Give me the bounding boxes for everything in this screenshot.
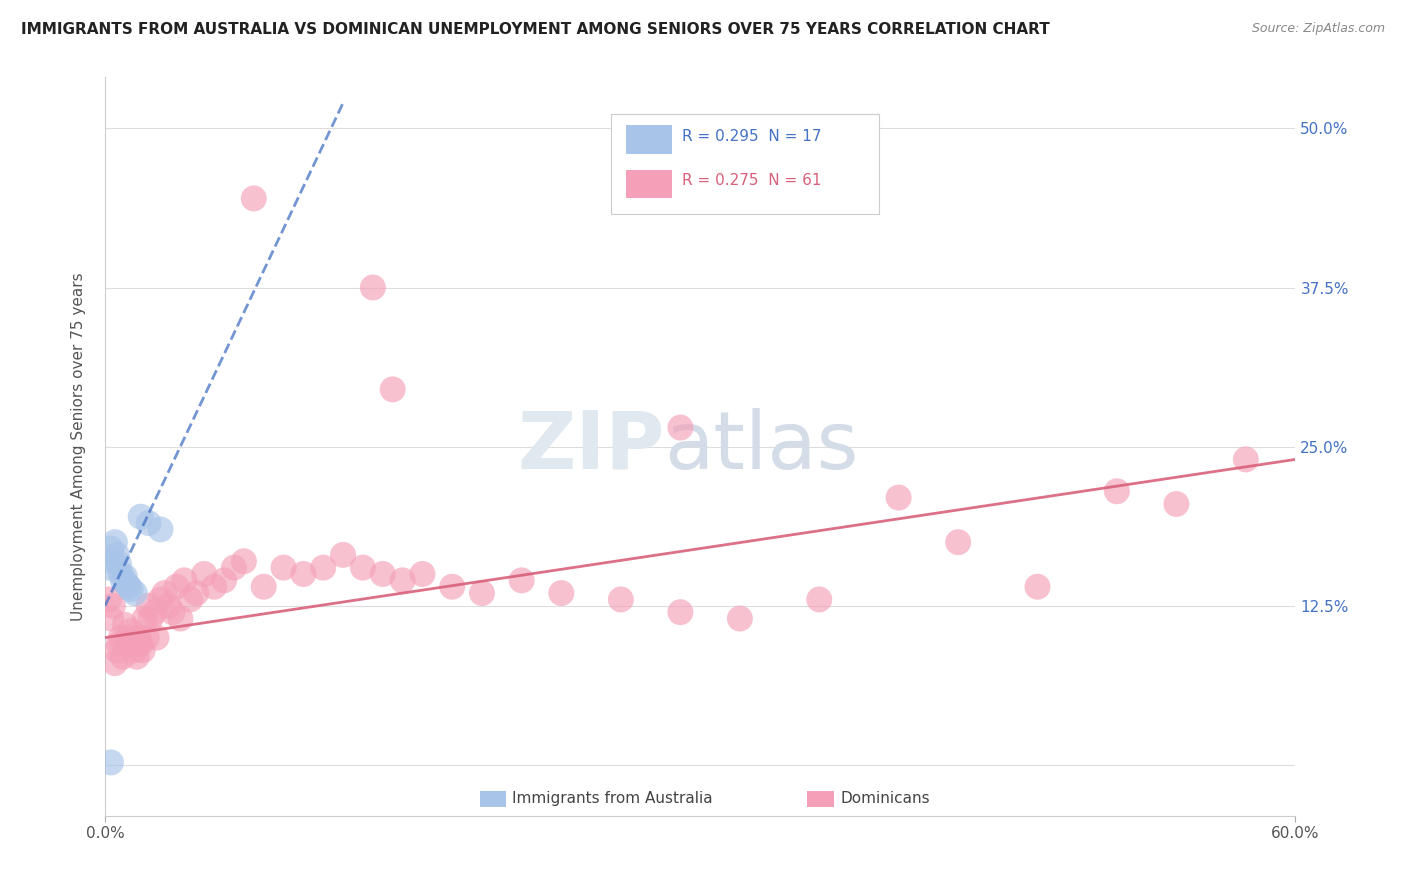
- Text: IMMIGRANTS FROM AUSTRALIA VS DOMINICAN UNEMPLOYMENT AMONG SENIORS OVER 75 YEARS : IMMIGRANTS FROM AUSTRALIA VS DOMINICAN U…: [21, 22, 1050, 37]
- Point: [332, 548, 354, 562]
- Point: [946, 535, 969, 549]
- Point: [105, 548, 128, 562]
- Bar: [807, 791, 834, 807]
- Point: [157, 599, 180, 613]
- Bar: [627, 126, 672, 153]
- Point: [108, 637, 131, 651]
- Point: [128, 631, 150, 645]
- Point: [97, 560, 120, 574]
- Point: [186, 586, 208, 600]
- Point: [887, 491, 910, 505]
- Point: [669, 420, 692, 434]
- Point: [153, 586, 176, 600]
- Point: [292, 566, 315, 581]
- Point: [138, 599, 160, 613]
- Point: [550, 586, 572, 600]
- Point: [1105, 484, 1128, 499]
- Point: [441, 580, 464, 594]
- Point: [100, 756, 122, 770]
- Point: [728, 611, 751, 625]
- Point: [121, 637, 143, 651]
- Point: [129, 637, 152, 651]
- Point: [381, 383, 404, 397]
- Point: [111, 574, 134, 588]
- Point: [108, 557, 131, 571]
- Text: R = 0.295  N = 17: R = 0.295 N = 17: [682, 129, 823, 144]
- Point: [124, 643, 146, 657]
- Point: [808, 592, 831, 607]
- Point: [610, 592, 633, 607]
- Point: [1026, 580, 1049, 594]
- Point: [120, 582, 142, 597]
- Text: Source: ZipAtlas.com: Source: ZipAtlas.com: [1251, 22, 1385, 36]
- Text: Dominicans: Dominicans: [841, 791, 931, 806]
- Text: atlas: atlas: [665, 408, 859, 485]
- Point: [243, 191, 266, 205]
- Point: [115, 637, 138, 651]
- Point: [101, 599, 124, 613]
- Point: [125, 649, 148, 664]
- Point: [411, 566, 433, 581]
- Point: [118, 631, 141, 645]
- Point: [135, 631, 157, 645]
- Point: [352, 560, 374, 574]
- Point: [104, 535, 127, 549]
- Point: [115, 577, 138, 591]
- Point: [1166, 497, 1188, 511]
- Point: [120, 624, 142, 639]
- Text: R = 0.275  N = 61: R = 0.275 N = 61: [682, 173, 823, 188]
- Point: [273, 560, 295, 574]
- Point: [253, 580, 276, 594]
- Point: [138, 516, 160, 530]
- Point: [100, 611, 122, 625]
- Y-axis label: Unemployment Among Seniors over 75 years: Unemployment Among Seniors over 75 years: [72, 272, 86, 621]
- Point: [97, 592, 120, 607]
- Point: [111, 649, 134, 664]
- Point: [124, 586, 146, 600]
- Bar: [479, 791, 506, 807]
- Point: [162, 605, 184, 619]
- Point: [100, 541, 122, 556]
- Point: [145, 631, 167, 645]
- Point: [193, 566, 215, 581]
- Point: [312, 560, 335, 574]
- Point: [471, 586, 494, 600]
- Point: [165, 580, 187, 594]
- Text: ZIP: ZIP: [517, 408, 665, 485]
- Point: [101, 554, 124, 568]
- Point: [212, 574, 235, 588]
- Point: [129, 509, 152, 524]
- Point: [371, 566, 394, 581]
- Point: [202, 580, 225, 594]
- Point: [105, 643, 128, 657]
- Point: [143, 605, 166, 619]
- Point: [1234, 452, 1257, 467]
- Point: [131, 643, 153, 657]
- Point: [114, 618, 136, 632]
- Point: [173, 574, 195, 588]
- Point: [361, 280, 384, 294]
- Point: [139, 611, 162, 625]
- FancyBboxPatch shape: [612, 114, 879, 214]
- Point: [110, 566, 132, 581]
- Bar: [627, 169, 672, 198]
- Point: [110, 631, 132, 645]
- Point: [169, 611, 191, 625]
- Point: [149, 592, 172, 607]
- Text: Immigrants from Australia: Immigrants from Australia: [512, 791, 713, 806]
- Point: [149, 523, 172, 537]
- Point: [669, 605, 692, 619]
- Point: [232, 554, 254, 568]
- Point: [222, 560, 245, 574]
- Point: [510, 574, 533, 588]
- Point: [104, 656, 127, 670]
- Point: [391, 574, 413, 588]
- Point: [114, 569, 136, 583]
- Point: [179, 592, 201, 607]
- Point: [134, 611, 156, 625]
- Point: [118, 580, 141, 594]
